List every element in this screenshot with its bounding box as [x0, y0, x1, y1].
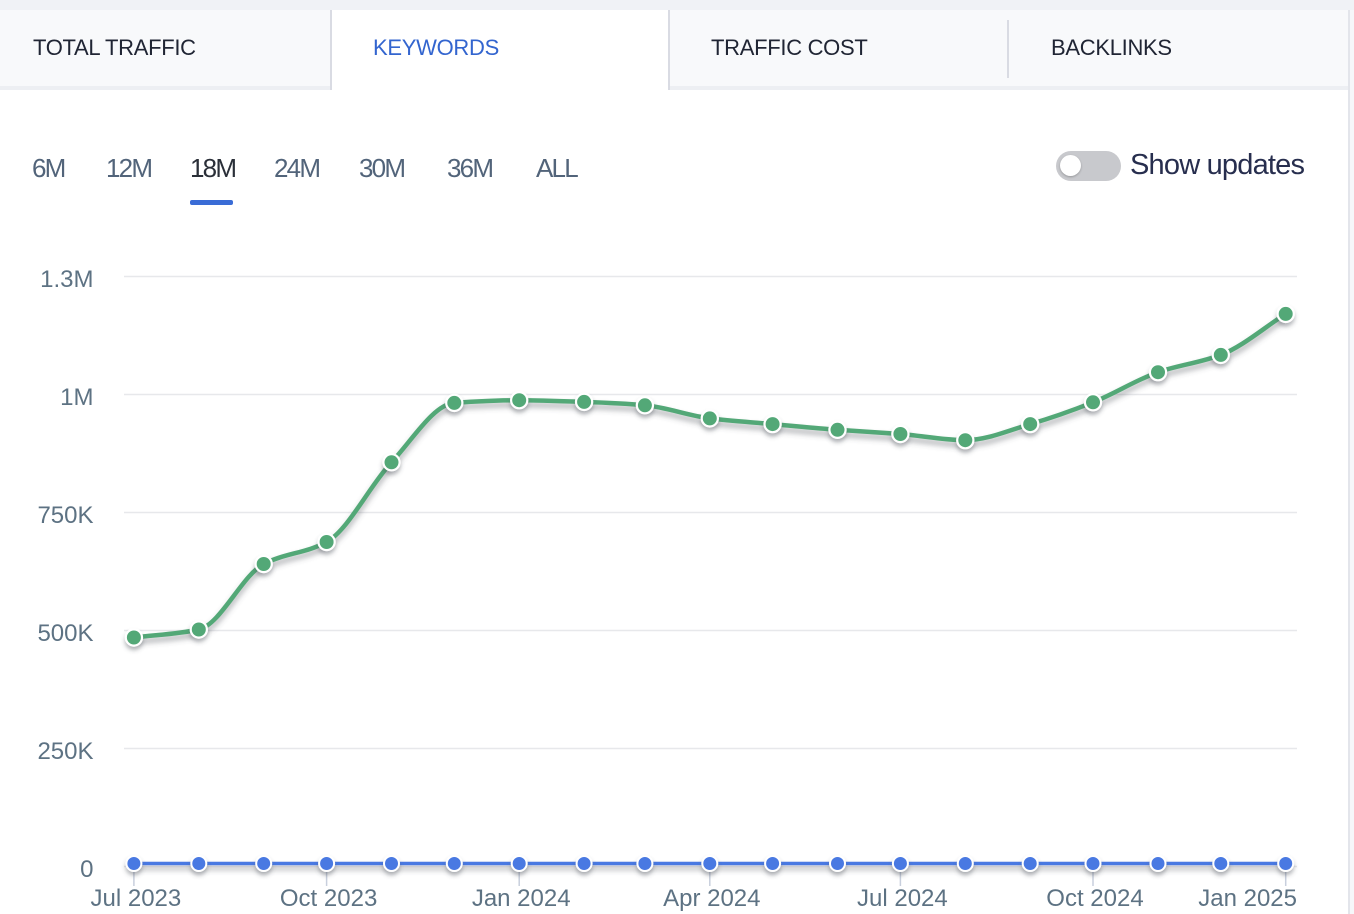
svg-text:1M: 1M [60, 384, 93, 411]
svg-text:Jul 2024: Jul 2024 [857, 885, 948, 912]
svg-text:750K: 750K [37, 502, 93, 529]
svg-text:Jan 2025: Jan 2025 [1198, 885, 1297, 912]
svg-text:0: 0 [80, 856, 93, 883]
svg-text:Jan 2024: Jan 2024 [472, 885, 571, 912]
svg-text:Apr 2024: Apr 2024 [663, 885, 760, 912]
svg-text:1.3M: 1.3M [40, 266, 93, 293]
svg-text:250K: 250K [37, 738, 93, 765]
svg-text:Oct 2024: Oct 2024 [1046, 885, 1143, 912]
svg-text:Jul 2023: Jul 2023 [91, 885, 182, 912]
svg-text:Oct 2023: Oct 2023 [280, 885, 377, 912]
svg-text:500K: 500K [37, 620, 93, 647]
